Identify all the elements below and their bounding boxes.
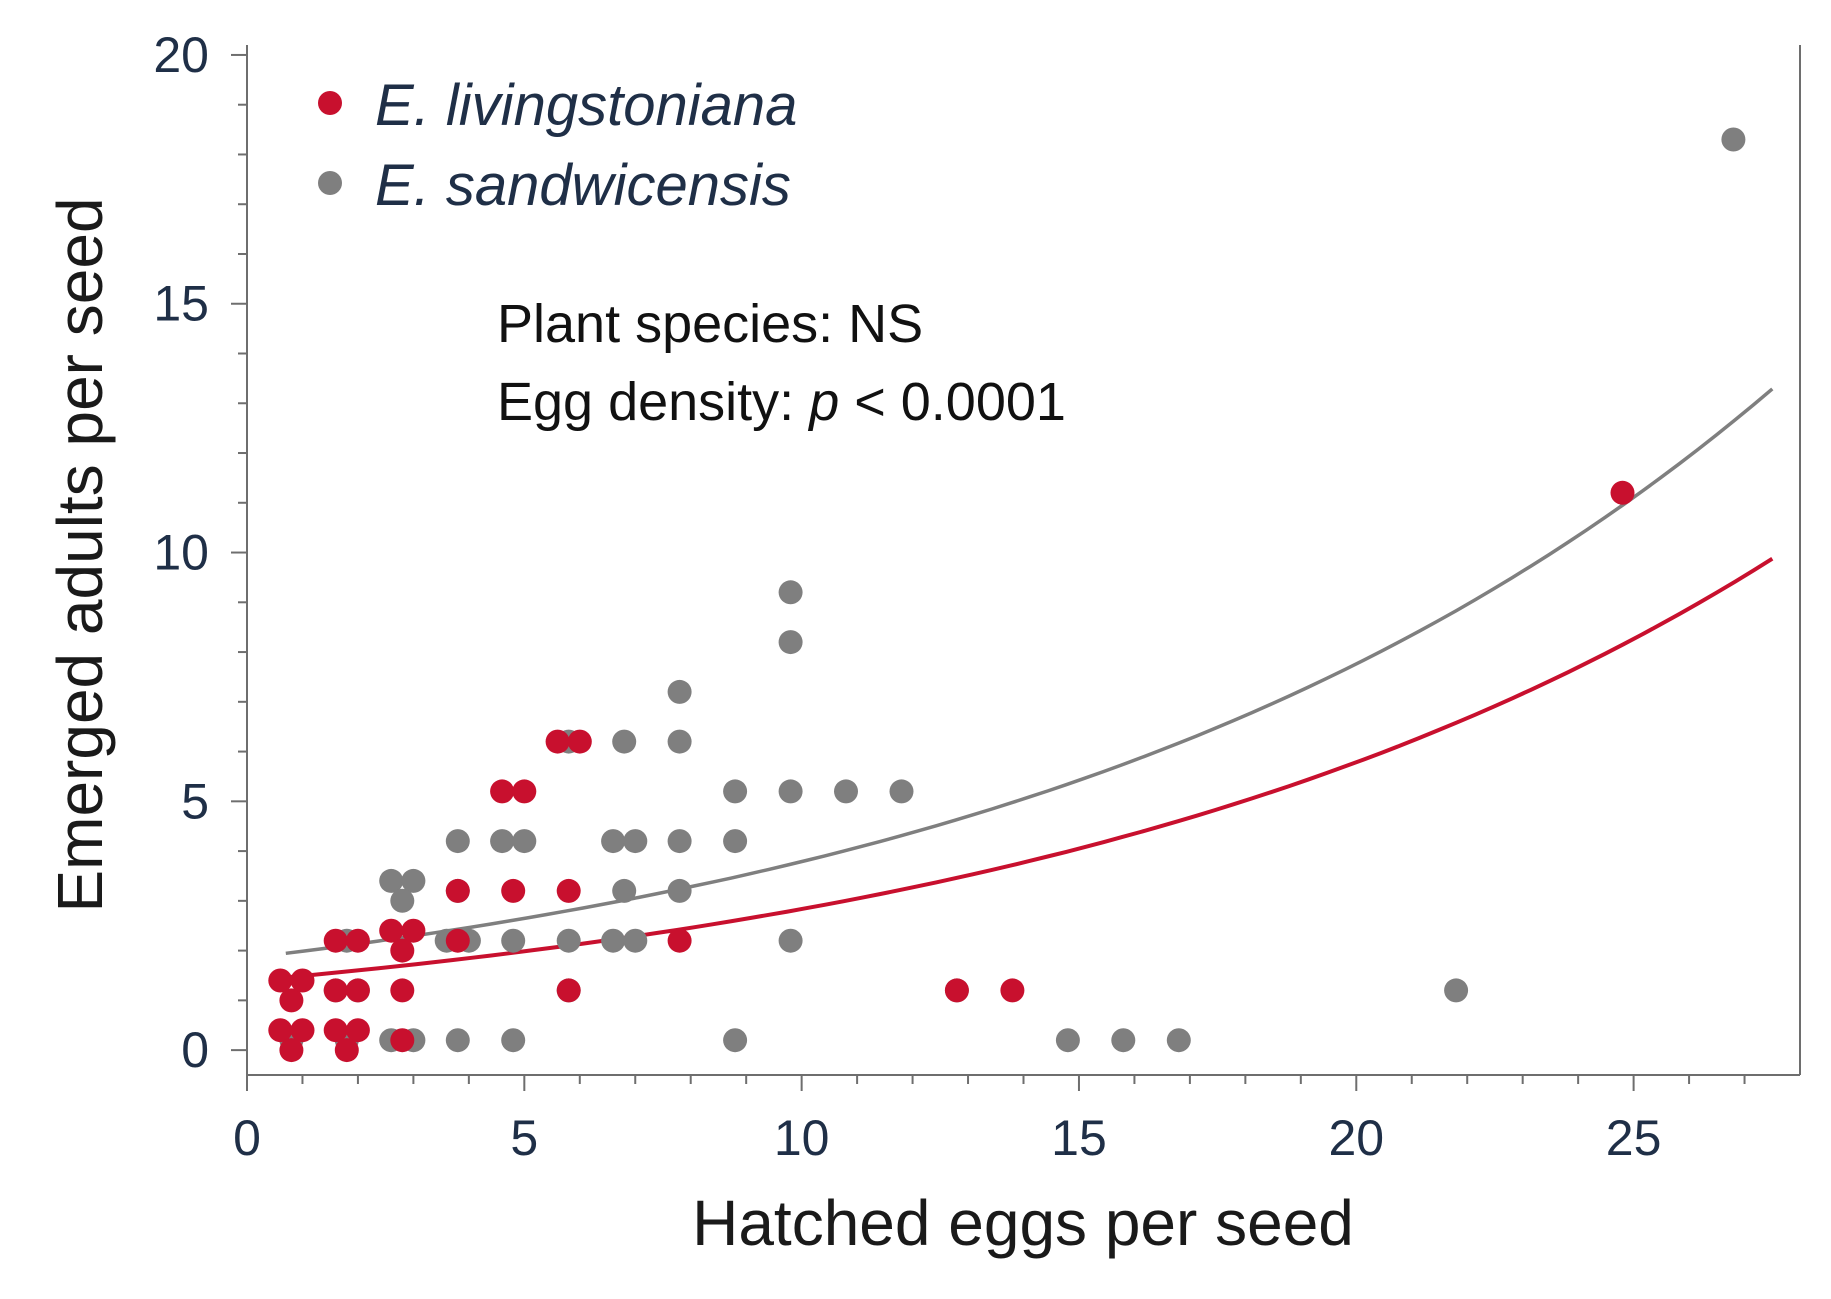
point-sandwicensis: [1111, 1028, 1136, 1053]
point-sandwicensis: [723, 779, 748, 804]
x-axis-title: Hatched eggs per seed: [692, 1187, 1354, 1259]
point-sandwicensis: [601, 928, 626, 953]
x-tick-label: 25: [1606, 1110, 1662, 1166]
y-tick-label: 5: [181, 773, 209, 829]
y-tick-label: 10: [153, 525, 209, 581]
point-livingstoniana: [556, 878, 581, 903]
point-livingstoniana: [1000, 978, 1025, 1003]
axis-ticks: 0 5 10 15 20 25 0 5 10 15 20: [153, 27, 1746, 1166]
x-tick-label: 10: [774, 1110, 830, 1166]
fit-line-livingstoniana: [285, 557, 1774, 980]
point-sandwicensis: [501, 1028, 526, 1053]
point-sandwicensis: [778, 779, 803, 804]
point-sandwicensis: [778, 580, 803, 605]
point-livingstoniana: [268, 1018, 293, 1043]
legend-marker-sandwicensis: [318, 171, 342, 195]
point-livingstoniana: [445, 878, 470, 903]
point-sandwicensis: [667, 729, 692, 754]
annotation-plant-species: Plant species: NS: [497, 294, 923, 354]
point-sandwicensis: [401, 868, 426, 893]
point-livingstoniana: [556, 978, 581, 1003]
point-livingstoniana: [345, 928, 370, 953]
data-points: [268, 127, 1746, 1063]
annotation-egg-density-prefix: Egg density:: [497, 372, 809, 432]
point-livingstoniana: [268, 968, 293, 993]
point-livingstoniana: [345, 978, 370, 1003]
y-tick-label: 20: [153, 27, 209, 83]
point-livingstoniana: [667, 928, 692, 953]
fit-line-sandwicensis: [285, 387, 1774, 956]
point-sandwicensis: [612, 878, 637, 903]
point-livingstoniana: [445, 928, 470, 953]
y-axis-title: Emerged adults per seed: [44, 197, 116, 912]
point-livingstoniana: [490, 779, 515, 804]
fit-curves: [285, 387, 1774, 980]
point-sandwicensis: [623, 829, 648, 854]
point-livingstoniana: [501, 878, 526, 903]
x-tick-label: 5: [510, 1110, 538, 1166]
point-livingstoniana: [290, 1018, 315, 1043]
point-sandwicensis: [889, 779, 914, 804]
point-livingstoniana: [401, 918, 426, 943]
point-sandwicensis: [445, 829, 470, 854]
point-livingstoniana: [944, 978, 969, 1003]
point-sandwicensis: [778, 928, 803, 953]
legend-marker-livingstoniana: [318, 91, 342, 115]
point-sandwicensis: [379, 868, 404, 893]
point-livingstoniana: [390, 938, 415, 963]
y-tick-label: 15: [153, 276, 209, 332]
x-tick-label: 0: [233, 1110, 261, 1166]
point-sandwicensis: [778, 630, 803, 655]
point-livingstoniana: [567, 729, 592, 754]
legend-label-sandwicensis: E. sandwicensis: [375, 153, 791, 218]
point-sandwicensis: [623, 928, 648, 953]
point-sandwicensis: [556, 928, 581, 953]
point-sandwicensis: [667, 679, 692, 704]
point-livingstoniana: [545, 729, 570, 754]
point-livingstoniana: [323, 978, 348, 1003]
x-tick-label: 20: [1328, 1110, 1384, 1166]
point-sandwicensis: [834, 779, 858, 804]
point-sandwicensis: [1055, 1028, 1080, 1053]
point-livingstoniana: [279, 988, 304, 1013]
point-sandwicensis: [667, 829, 692, 854]
point-livingstoniana: [279, 1038, 304, 1063]
point-sandwicensis: [445, 1028, 470, 1053]
annotation-p-symbol: p: [807, 372, 839, 432]
point-sandwicensis: [490, 829, 515, 854]
point-livingstoniana: [390, 1028, 415, 1053]
point-livingstoniana: [1610, 480, 1635, 505]
point-sandwicensis: [612, 729, 637, 754]
point-sandwicensis: [501, 928, 526, 953]
point-livingstoniana: [334, 1038, 359, 1063]
point-livingstoniana: [323, 1018, 348, 1043]
y-tick-label: 0: [181, 1022, 209, 1078]
point-sandwicensis: [601, 829, 626, 854]
annotation-p-value: < 0.0001: [839, 372, 1066, 432]
annotation-egg-density: Egg density: p < 0.0001: [497, 372, 1066, 432]
point-livingstoniana: [512, 779, 537, 804]
point-sandwicensis: [1166, 1028, 1191, 1053]
point-livingstoniana: [390, 978, 415, 1003]
point-sandwicensis: [667, 878, 692, 903]
point-sandwicensis: [512, 829, 537, 854]
point-sandwicensis: [723, 1028, 748, 1053]
point-livingstoniana: [290, 968, 315, 993]
point-sandwicensis: [1721, 127, 1746, 152]
legend-label-livingstoniana: E. livingstoniana: [375, 73, 797, 138]
point-sandwicensis: [723, 829, 748, 854]
legend: E. livingstoniana E. sandwicensis: [318, 73, 797, 218]
point-sandwicensis: [1444, 978, 1469, 1003]
x-tick-label: 15: [1051, 1110, 1107, 1166]
point-livingstoniana: [323, 928, 348, 953]
point-sandwicensis: [390, 888, 415, 913]
point-livingstoniana: [345, 1018, 370, 1043]
point-livingstoniana: [379, 918, 404, 943]
